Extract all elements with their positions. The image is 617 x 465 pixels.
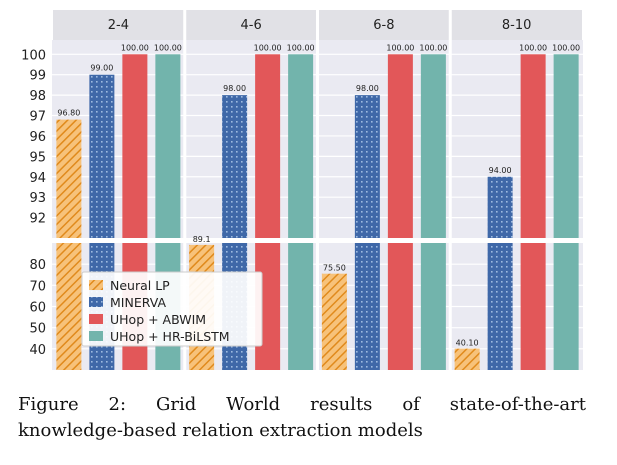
figure-caption: Figure 2: Grid World results of state-of… — [18, 392, 586, 444]
panel-header-bg — [318, 10, 450, 40]
y-tick-label: 99 — [29, 69, 46, 84]
panel-label-6-8: 6-8 — [373, 18, 394, 33]
y-tick-label: 95 — [29, 150, 46, 165]
legend-label: UHop + ABWIM — [110, 312, 206, 327]
y-tick-label: 70 — [29, 279, 46, 294]
value-label: 100.00 — [287, 43, 315, 52]
y-tick-label: 93 — [29, 191, 46, 206]
bar-uhop-abwim — [122, 54, 148, 238]
bar-uhop-hr-bilstm — [155, 54, 181, 238]
legend-label: MINERVA — [110, 295, 166, 310]
bar-neural-lp — [454, 348, 480, 370]
bar-uhop-abwim — [255, 54, 281, 238]
bar-minerva-lower — [487, 243, 513, 370]
bars — [56, 54, 579, 370]
value-label: 100.00 — [121, 43, 149, 52]
value-labels: 96.80 89.1 75.50 40.10 99.00 98.00 98.00 94.00 1… — [57, 43, 580, 347]
legend-swatch — [89, 314, 103, 324]
value-label: 40.10 — [456, 339, 479, 348]
legend: Neural LP MINERVA UHop + ABWIM UHop + HR-Bi… — [81, 271, 263, 347]
y-tick-label: 80 — [29, 258, 46, 273]
caption-line-2: knowledge-based relation extraction mode… — [18, 420, 423, 441]
bar-minerva — [487, 176, 513, 238]
y-axis-ticks: 100 99 98 97 96 95 94 93 92 80 70 60 50 40 — [21, 48, 46, 358]
value-label: 96.80 — [57, 109, 80, 118]
value-label: 89.1 — [193, 235, 211, 244]
value-label: 94.00 — [489, 166, 512, 175]
bar-neural-lp — [56, 119, 82, 238]
bar-uhop-abwim — [387, 54, 413, 238]
legend-label: Neural LP — [110, 278, 170, 293]
legend-swatch — [89, 297, 103, 307]
y-tick-label: 50 — [29, 322, 46, 337]
panel-label-4-6: 4-6 — [241, 18, 262, 33]
panel-label-2-4: 2-4 — [108, 18, 129, 33]
bar-uhop-hr-bilstm — [553, 54, 579, 238]
y-tick-label: 97 — [29, 110, 46, 125]
bar-uhop-abwim — [520, 54, 546, 238]
value-label: 100.00 — [254, 43, 282, 52]
legend-swatch — [89, 280, 103, 290]
bar-minerva — [354, 95, 380, 238]
panel-label-8-10: 8-10 — [502, 18, 532, 33]
y-tick-label: 94 — [29, 171, 46, 186]
y-tick-label: 40 — [29, 343, 46, 358]
y-tick-label: 100 — [21, 48, 46, 63]
bar-uhop-abwim-lower — [387, 243, 413, 370]
bar-uhop-hr-bilstm — [420, 54, 446, 238]
value-label: 100.00 — [552, 43, 580, 52]
panel-header-bg — [53, 10, 184, 40]
bar-minerva-lower — [354, 243, 380, 370]
value-label: 100.00 — [386, 43, 414, 52]
grid-world-chart: 2-4 4-6 6-8 8-10 96.80 89.1 75.50 40.10 99.00 98… — [21, 10, 583, 370]
y-tick-label: 92 — [29, 212, 46, 227]
bar-uhop-hr-bilstm-lower — [420, 243, 446, 370]
value-label: 100.00 — [519, 43, 547, 52]
bar-neural-lp-lower — [56, 243, 82, 370]
legend-box — [81, 271, 263, 347]
bar-neural-lp — [321, 273, 347, 370]
value-label: 98.00 — [223, 84, 246, 93]
y-tick-label: 60 — [29, 301, 46, 316]
value-label: 100.00 — [419, 43, 447, 52]
panel-header-bg — [451, 10, 582, 40]
value-label: 99.00 — [90, 64, 113, 73]
bar-minerva — [89, 74, 115, 238]
value-label: 75.50 — [323, 264, 346, 273]
bar-uhop-hr-bilstm-lower — [288, 243, 314, 370]
caption-line-1: Figure 2: Grid World results of state-of… — [18, 394, 586, 415]
y-tick-label: 98 — [29, 89, 46, 104]
value-label: 98.00 — [356, 84, 379, 93]
bar-uhop-hr-bilstm-lower — [553, 243, 579, 370]
bar-uhop-abwim-lower — [520, 243, 546, 370]
y-tick-label: 96 — [29, 130, 46, 145]
value-label: 100.00 — [154, 43, 182, 52]
bar-uhop-hr-bilstm — [288, 54, 314, 238]
legend-swatch — [89, 331, 103, 341]
panel-header-bg — [185, 10, 317, 40]
bar-minerva — [222, 95, 248, 238]
panel-headers: 2-4 4-6 6-8 8-10 — [53, 10, 582, 40]
legend-label: UHop + HR-BiLSTM — [110, 329, 230, 344]
